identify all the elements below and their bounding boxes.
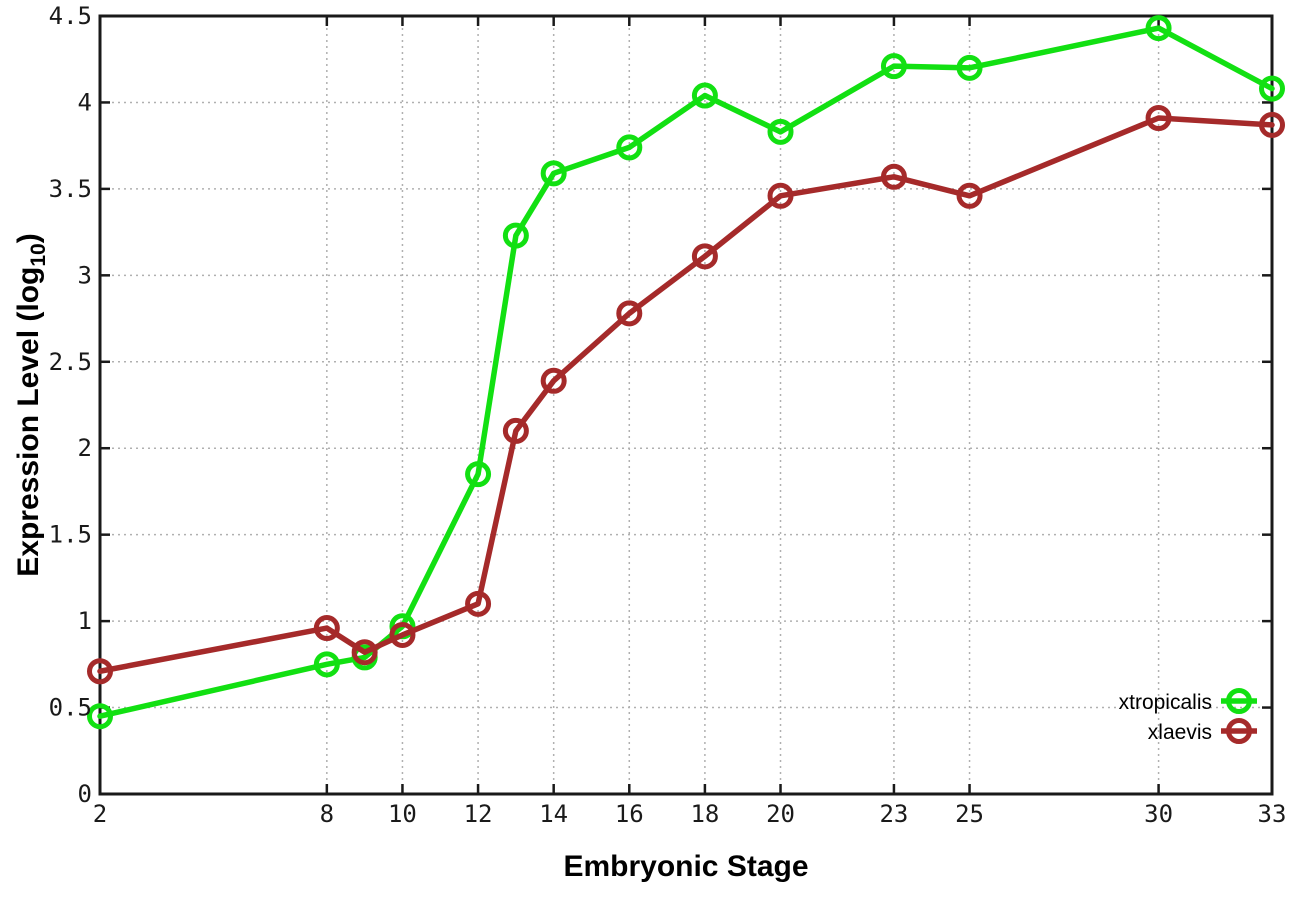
series-xtropicalis-marker <box>1259 75 1285 102</box>
series-xlaevis-marker <box>956 182 983 209</box>
series-xtropicalis-marker <box>616 134 643 161</box>
x-tick-label: 20 <box>766 800 795 828</box>
y-tick-labels: 0 0.5 1 1.5 2 2.5 3 3.5 4 4.5 <box>49 2 92 808</box>
x-tick-label: 25 <box>955 800 984 828</box>
series-xtropicalis-marker <box>540 160 567 187</box>
series-xlaevis-marker <box>1145 105 1172 132</box>
legend: xtropicalis xlaevis <box>1119 688 1257 744</box>
x-tick-label: 14 <box>539 800 568 828</box>
y-tick-label: 4.5 <box>49 2 92 30</box>
y-tick-label: 2.5 <box>49 348 92 376</box>
x-tick-label: 12 <box>464 800 493 828</box>
y-tick-label: 3 <box>78 261 92 289</box>
legend-marker-xtropicalis <box>1226 688 1252 714</box>
series-xtropicalis-marker <box>502 222 529 249</box>
series-xlaevis-marker <box>540 367 567 394</box>
series-xtropicalis-marker <box>880 53 907 80</box>
x-tick-label: 30 <box>1144 800 1173 828</box>
legend-marker-xlaevis <box>1226 718 1252 744</box>
series-xlaevis-marker <box>351 639 378 666</box>
series-xtropicalis-line <box>97 25 1275 719</box>
y-tick-label: 3.5 <box>49 175 92 203</box>
x-tick-label: 18 <box>690 800 719 828</box>
plot-border <box>98 14 1274 796</box>
series-xtropicalis-marker <box>767 118 794 145</box>
x-tick-labels: 2 8 10 12 14 16 18 20 23 25 30 33 <box>93 800 1287 828</box>
x-tick-label: 2 <box>93 800 107 828</box>
series-xtropicalis-marker <box>956 54 983 81</box>
series-xlaevis-marker <box>87 658 113 685</box>
x-tick-label: 33 <box>1258 800 1287 828</box>
series-xlaevis-marker <box>880 163 907 190</box>
series-xlaevis-marker <box>1259 111 1285 138</box>
series-xtropicalis-marker <box>313 651 340 678</box>
x-axis-title: Embryonic Stage <box>563 850 808 883</box>
series-xlaevis-marker <box>767 182 794 209</box>
series-xlaevis-marker <box>691 243 718 270</box>
series-xtropicalis-marker <box>87 703 113 730</box>
series-xlaevis-line <box>97 115 1275 674</box>
legend-label-xlaevis: xlaevis <box>1148 721 1212 744</box>
y-tick-label: 1 <box>78 607 92 635</box>
y-tick-label: 4 <box>78 88 92 116</box>
x-tick-label: 8 <box>320 800 334 828</box>
y-tick-label: 0 <box>78 780 92 808</box>
series-xlaevis-marker <box>389 621 416 648</box>
x-tick-label: 16 <box>615 800 644 828</box>
series-group <box>87 15 1285 730</box>
x-tick-label: 23 <box>879 800 908 828</box>
series-xlaevis-marker <box>313 615 340 642</box>
y-tick-label: 1.5 <box>49 521 92 549</box>
series-xlaevis-marker <box>465 590 492 617</box>
series-xtropicalis-marker <box>1145 15 1172 42</box>
series-xtropicalis-marker <box>691 82 718 109</box>
y-axis-title: Expression Level (log10) <box>12 233 50 576</box>
legend-label-xtropicalis: xtropicalis <box>1119 691 1212 714</box>
x-tick-label: 10 <box>388 800 417 828</box>
y-tick-label: 2 <box>78 434 92 462</box>
series-xlaevis-marker <box>502 417 529 444</box>
y-tick-label: 0.5 <box>49 694 92 722</box>
series-xlaevis-marker <box>616 300 643 327</box>
series-xtropicalis-marker <box>465 461 492 488</box>
